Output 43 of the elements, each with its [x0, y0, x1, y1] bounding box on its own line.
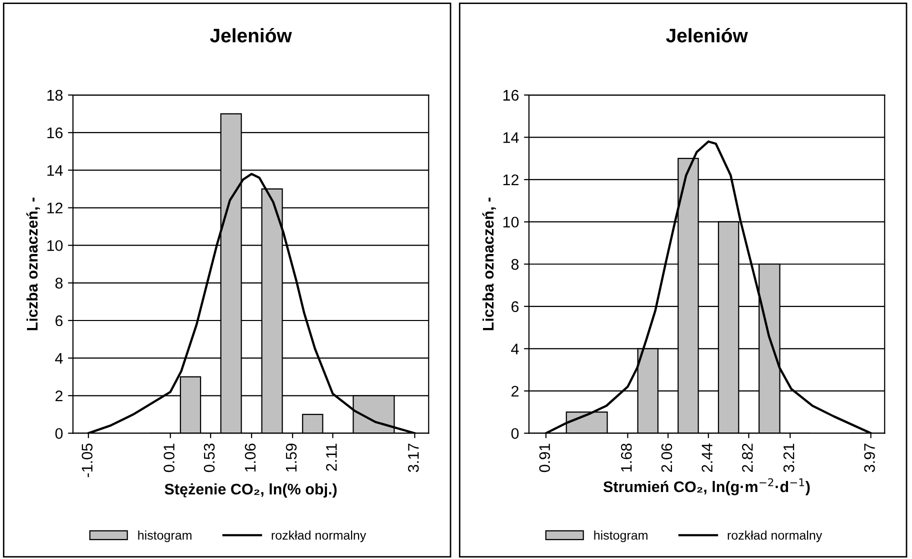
y-tick-label: 12	[47, 202, 62, 214]
x-tick-label: -1.05	[82, 444, 93, 478]
y-tick-label: 10	[47, 240, 63, 252]
y-tick-label: 8	[55, 278, 63, 289]
y-tick-label: 2	[512, 386, 518, 396]
chart-title: Jeleniów	[210, 28, 292, 42]
x-tick-label: 0.91	[539, 444, 550, 472]
x-tick-label: 2.44	[702, 443, 712, 472]
x-axis-title: Strumień CO₂, ln(g·m$^{−2}$·d$^{−1}$)	[603, 478, 810, 496]
x-tick-label: 1.68	[620, 444, 632, 472]
y-tick-label: 16	[47, 127, 63, 138]
x-tick-label: 2.82	[742, 444, 753, 472]
x-tick-label: 1.06	[244, 444, 256, 472]
legend-label: histogram	[138, 530, 192, 542]
y-tick-label: 16	[503, 90, 519, 101]
x-tick-label: 0.01	[164, 444, 174, 472]
x-tick-label: 3.21	[783, 444, 794, 472]
x-tick-label: 3.97	[864, 444, 875, 472]
y-tick-label: 4	[55, 353, 63, 364]
y-tick-label: 12	[503, 174, 518, 186]
x-tick-label: 1.59	[286, 444, 297, 472]
legend-label: rozkład normalny	[728, 530, 822, 542]
y-tick-label: 18	[47, 90, 63, 101]
legend-label: histogram	[594, 530, 648, 542]
x-axis-title: Stężenie CO₂, ln(% obj.)	[164, 483, 337, 498]
y-tick-label: 0	[55, 428, 63, 439]
y-tick-label: 2	[56, 390, 62, 402]
x-tick-label: 2.06	[661, 444, 672, 472]
x-tick-label: 0.53	[204, 444, 215, 472]
y-tick-label: 0	[511, 428, 519, 439]
y-tick-label: 10	[503, 216, 519, 228]
y-tick-label: 8	[511, 258, 519, 270]
x-tick-label: 2.11	[326, 444, 337, 471]
y-axis-title: Liczba oznaczeń, -	[482, 198, 496, 330]
y-tick-label: 6	[56, 315, 63, 326]
y-tick-label: 4	[511, 344, 519, 354]
y-tick-label: 14	[47, 165, 63, 176]
chart-title: Jeleniów	[666, 28, 748, 42]
y-tick-label: 6	[512, 301, 519, 312]
y-axis-title: Liczba oznaczeń, -	[26, 198, 40, 330]
legend-label: rozkład normalny	[272, 530, 366, 542]
x-tick-label: 3.17	[408, 444, 419, 472]
y-tick-label: 14	[503, 132, 519, 143]
